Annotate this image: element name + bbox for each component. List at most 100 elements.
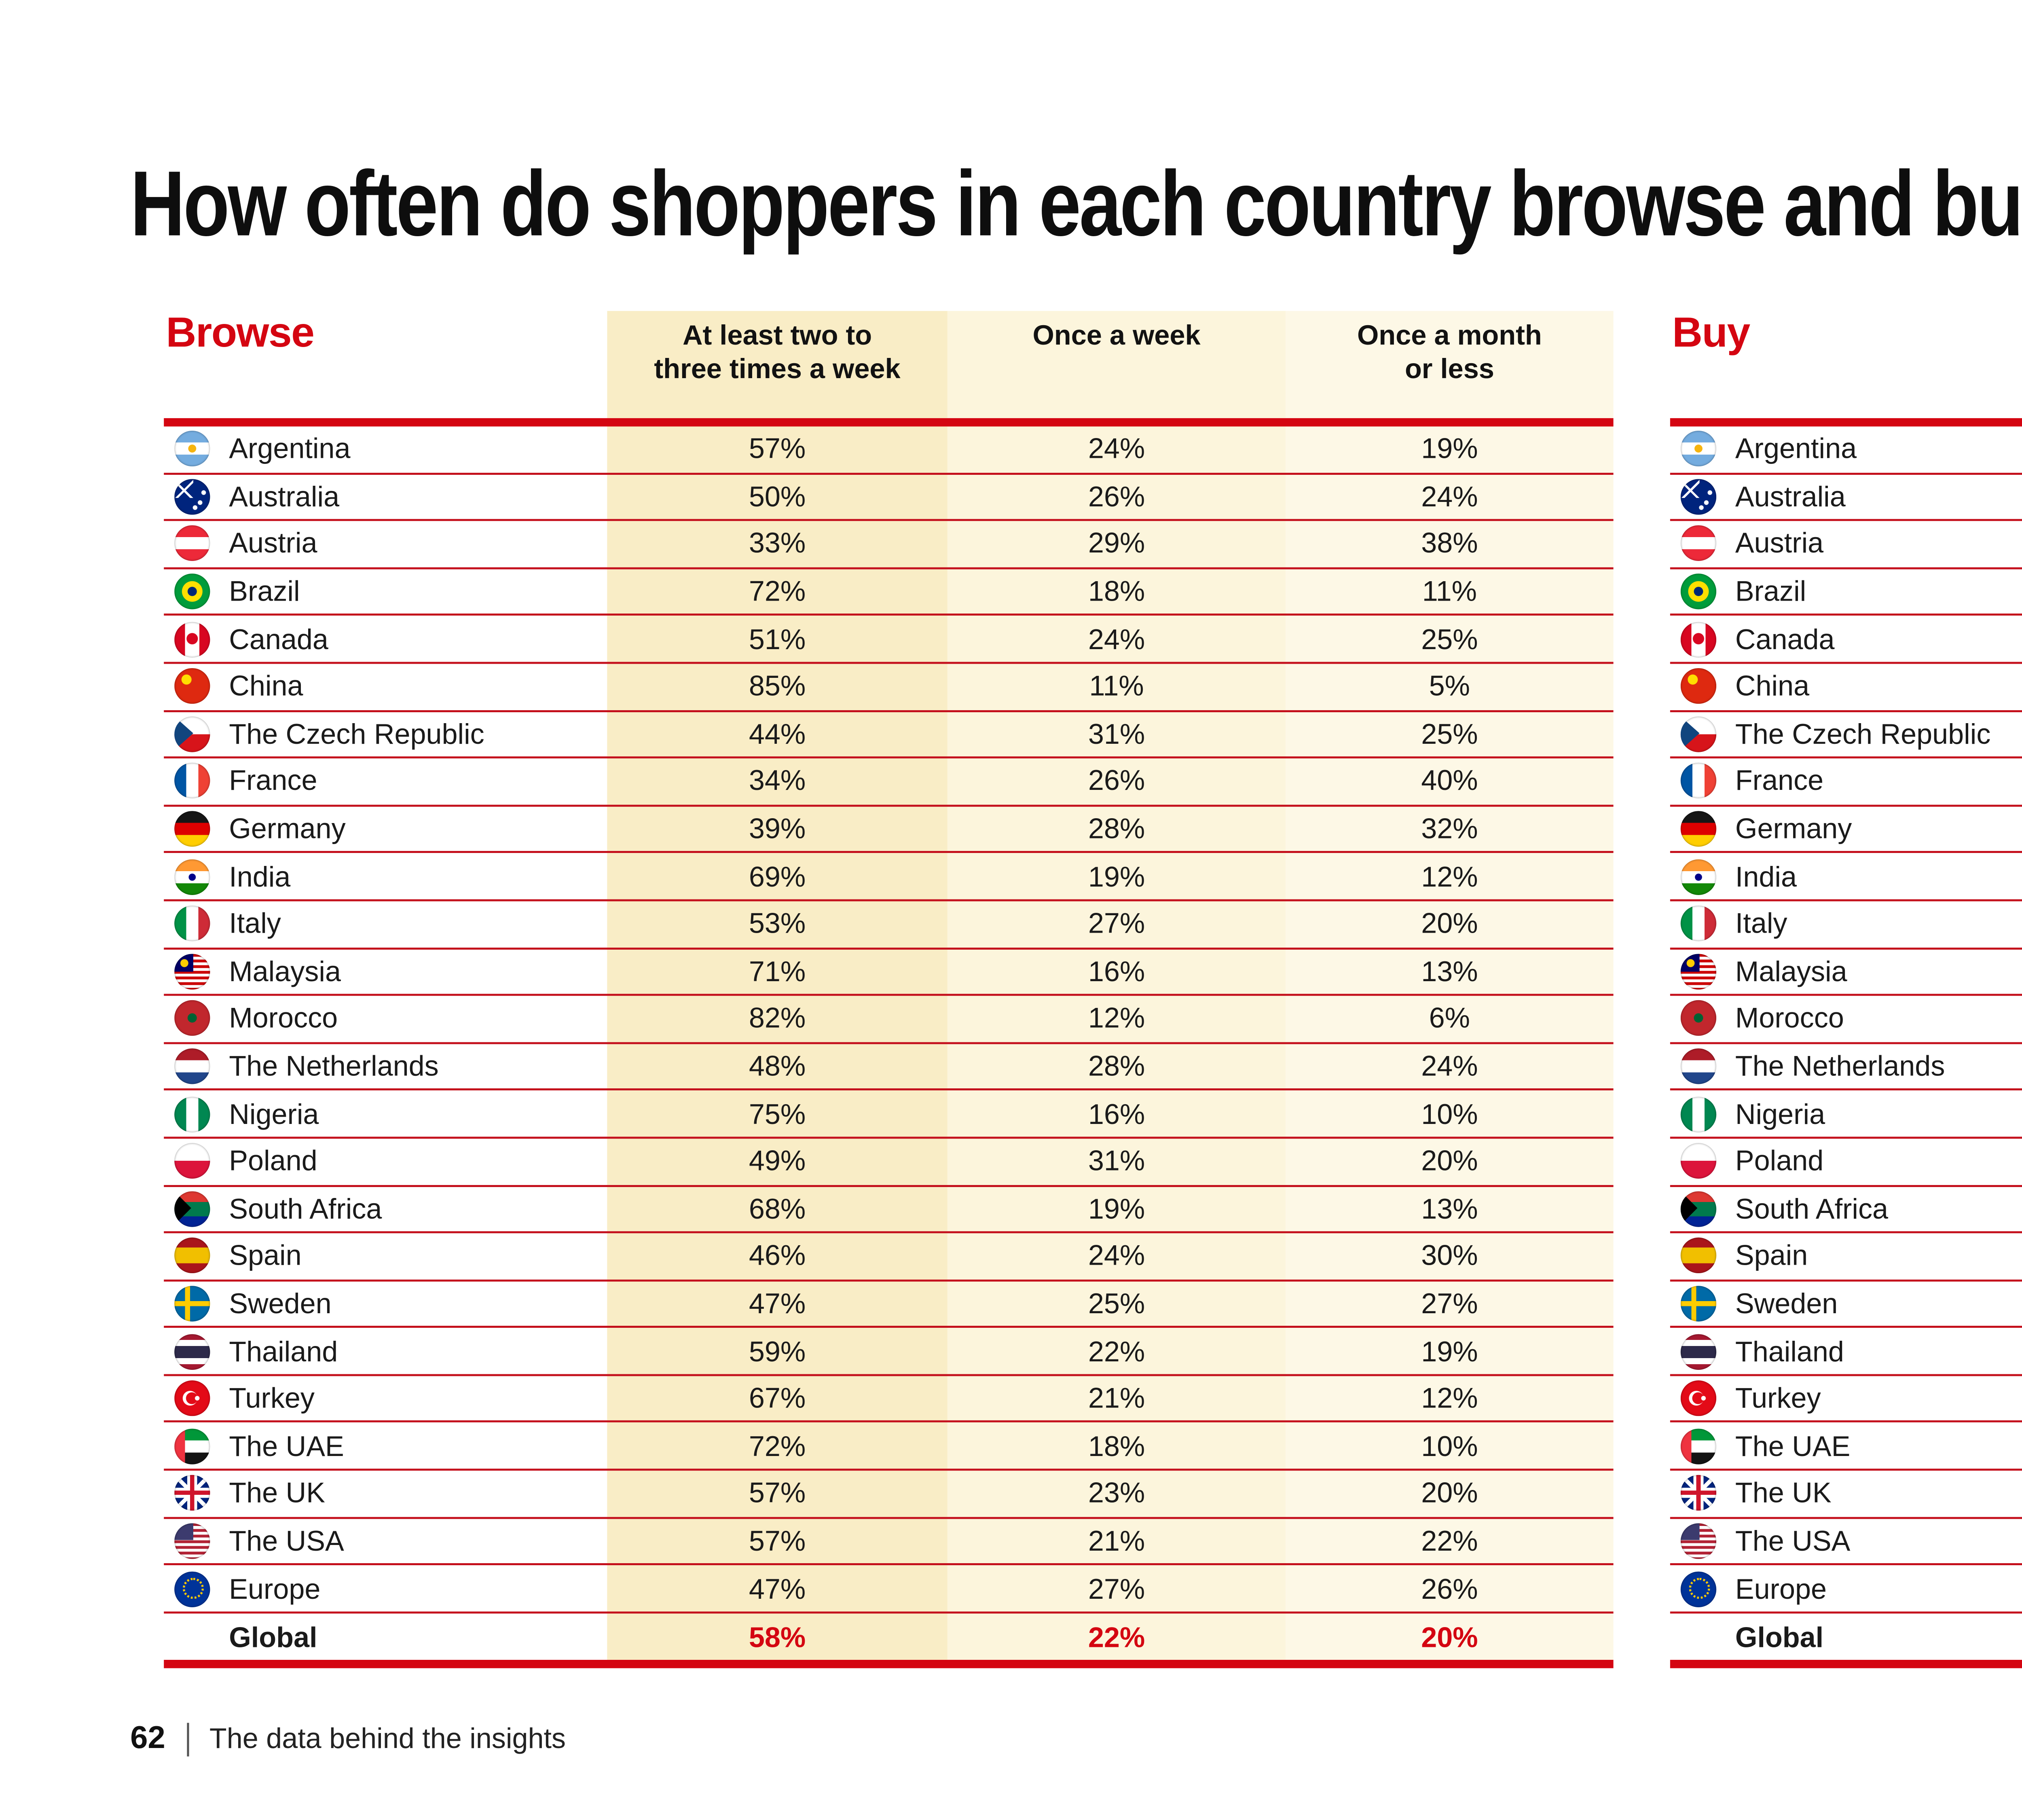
value-cell: 12% [1286,853,1614,899]
flag-th-icon [1680,1333,1717,1369]
country-cell: The UAE [164,1423,607,1469]
country-cell: Nigeria [1670,1091,2022,1136]
country-cell: Europe [1670,1566,2022,1611]
country-cell: India [164,853,607,899]
flag-tr-icon [174,1380,210,1417]
flag-se-icon [1680,1286,1717,1322]
table-row: Sweden11%21%68% [1670,1281,2022,1329]
global-row: Global22%27%52% [1670,1613,2022,1661]
country-cell: The UK [1670,1471,2022,1516]
value-cell: 57% [607,1471,948,1516]
value-cell: 16% [947,948,1286,994]
value-cell: 20% [1286,901,1614,947]
flag-ae-icon [1680,1428,1717,1464]
table-row: Austria 33% 29% 38% [164,521,1614,569]
value-cell: 68% [607,1186,948,1232]
table-row: Canada15%27%58% [1670,616,2022,664]
table-row: Nigeria32%25%43% [1670,1091,2022,1139]
country-name: Turkey [1735,1383,1821,1414]
value-cell: 46% [607,1233,948,1279]
value-cell: 11% [947,664,1286,709]
country-name: Europe [1735,1572,1827,1604]
flag-ma-icon [174,1001,210,1037]
country-cell: Spain [1670,1233,2022,1279]
country-cell: Germany [164,806,607,852]
country-cell: Morocco [164,996,607,1042]
value-cell: 19% [947,1186,1286,1232]
global-value-cell: 20% [1286,1613,1614,1661]
country-name: The Czech Republic [1735,718,1991,750]
country-cell: India [1670,853,2022,899]
country-cell: Malaysia [1670,948,2022,994]
table-row: Nigeria 75% 16% 10% [164,1091,1614,1139]
value-cell: 20% [1286,1471,1614,1516]
country-name: Brazil [1735,576,1806,607]
country-name: India [229,861,291,892]
global-row: Global 58% 22% 20% [164,1613,1614,1661]
flag-za-icon [174,1191,210,1227]
value-cell: 13% [1286,948,1614,994]
country-name: The USA [1735,1525,1851,1557]
value-cell: 39% [607,806,948,852]
country-name: The Netherlands [229,1050,439,1082]
value-cell: 12% [1286,1376,1614,1422]
country-name: Austria [1735,528,1824,560]
table-row: Germany 39% 28% 32% [164,806,1614,854]
browse-table: Browse At least two to three times a week O… [164,311,1614,1669]
flag-br-icon [1680,574,1717,609]
table-row: Argentina15%24%61% [1670,426,2022,474]
country-cell: Turkey [164,1376,607,1422]
flag-de-icon [1680,811,1717,847]
table-row: China 85% 11% 5% [164,664,1614,711]
global-value-cell: 58% [607,1613,948,1661]
table-row: Brazil23%28%50% [1670,569,2022,617]
country-cell: The Netherlands [164,1043,607,1089]
country-cell: South Africa [1670,1186,2022,1232]
country-cell: Sweden [164,1281,607,1327]
country-cell: The UAE [1670,1423,2022,1469]
table-row: India41%32%27% [1670,853,2022,902]
table-row: The Netherlands13%25%62% [1670,1043,2022,1091]
country-name: Germany [229,813,346,845]
table-body: Argentina15%24%61%Australia15%25%60%Aust… [1670,426,2022,1669]
value-cell: 48% [607,1043,948,1089]
table-row: France 34% 26% 40% [164,759,1614,806]
value-cell: 28% [947,806,1286,852]
page-number: 62 [130,1721,165,1757]
value-cell: 71% [607,948,948,994]
value-cell: 5% [1286,664,1614,709]
country-name: China [1735,671,1810,703]
flag-ca-icon [1680,621,1717,657]
flag-ar-icon [1680,431,1717,467]
value-cell: 22% [947,1328,1286,1374]
table-row: The UAE34%28%38% [1670,1423,2022,1471]
flag-it-icon [1680,906,1717,942]
table-row: Malaysia 71% 16% 13% [164,948,1614,996]
table-row: The Czech Republic10%25%65% [1670,711,2022,759]
value-cell: 50% [607,474,948,520]
value-cell: 57% [607,426,948,472]
flag-cn-icon [174,669,210,705]
table-row: Morocco20%26%54% [1670,996,2022,1044]
value-cell: 40% [1286,759,1614,804]
flag-ma-icon [1680,1001,1717,1037]
table-row: Europe 47% 27% 26% [164,1566,1614,1613]
column-header: Once a week [947,311,1286,418]
value-cell: 24% [1286,1043,1614,1089]
country-cell: Brazil [1670,569,2022,614]
country-name: Spain [1735,1240,1808,1272]
country-cell: Germany [1670,806,2022,852]
table-row: The Czech Republic 44% 31% 25% [164,711,1614,759]
value-cell: 19% [947,853,1286,899]
table-header: Browse At least two to three times a week O… [164,311,1614,427]
flag-ae-icon [174,1428,210,1464]
country-name: Morocco [229,1003,338,1035]
global-label-cell: Global [1670,1613,2022,1661]
country-cell: Poland [1670,1139,2022,1184]
country-cell: Italy [1670,901,2022,947]
table-row: South Africa11%21%69% [1670,1186,2022,1234]
table-row: China58%29%13% [1670,664,2022,711]
table-row: Thailand41%31%28% [1670,1328,2022,1376]
flag-au-icon [174,478,210,515]
